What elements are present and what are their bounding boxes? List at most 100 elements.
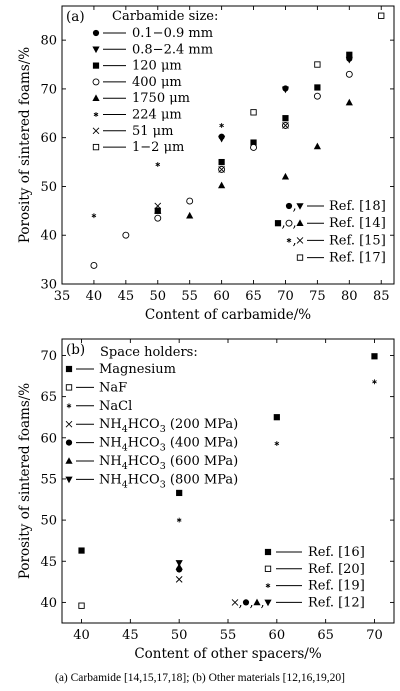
ref-entry-marker [285,202,293,210]
data-point-s1-shape [345,56,353,64]
legend-title: Carbamide size: [112,9,218,24]
x-tick-label: 50 [149,289,166,304]
ref-entry-marker-shape [286,238,292,242]
legend-marker [92,46,100,54]
ref-entry-marker [253,598,261,606]
data-point-s2-shape [346,51,353,58]
data-point-s7 [314,61,321,68]
x-axis-label: Content of other spacers/% [134,646,321,662]
x-tick-label: 85 [373,289,390,304]
y-axis-label: Porosity of sintered foams/% [17,47,33,243]
legend-marker-shape [92,127,100,135]
x-tick-label: 70 [277,289,294,304]
data-point-s3 [345,70,353,78]
data-point-s3 [154,214,162,222]
ref-entry-marker [285,219,293,227]
ref-entry-marker-shape [296,203,304,210]
data-point-s7-shape [250,109,257,116]
legend-label: 224 μm [132,108,182,123]
data-point-s5 [91,213,97,219]
data-point-s0 [273,414,280,421]
data-point-s2-shape [250,139,257,146]
legend-marker-shape [65,420,73,428]
y-tick-label: 45 [40,555,57,570]
data-point-s4 [218,181,226,189]
data-point-s2-shape [314,84,321,91]
ref-entry-marker [242,599,250,606]
data-point-s3 [250,143,257,151]
ref-entry-marker-shape [253,598,261,606]
legend-marker [92,29,100,37]
ref-label: Ref. [17] [329,251,386,266]
ref-entry-marker-shape [285,219,293,227]
ref-label: Ref. [20] [308,562,365,577]
data-point-s2 [218,158,225,166]
ref-entry-marker-shape [264,599,272,607]
ref-entry-marker-shape [264,548,272,556]
legend-label: 1−2 μm [132,140,184,155]
legend-marker-shape [92,29,100,37]
legend-marker [65,476,73,484]
x-tick-label: 60 [269,628,286,643]
y-tick-label: 70 [40,82,57,97]
legend-marker-shape [92,94,100,101]
legend-marker-shape [92,143,100,151]
data-point-s6 [154,202,162,210]
ref-entry-marker-shape [285,202,293,210]
ref-label: Ref. [12] [308,595,365,610]
data-point-s4-shape [186,211,194,219]
y-tick-label: 55 [40,472,57,487]
legend-marker [92,94,100,101]
y-tick-label: 50 [40,180,57,195]
data-point-s7 [378,12,385,19]
data-point-s2-shape [372,380,377,384]
x-tick-label: 70 [366,628,383,643]
chart-panel-a: 35 40 45 50 55 60 65 70 75 80 85 30 40 50 60 70 80 Conten… [17,5,395,323]
legend-marker [92,62,100,69]
ref-entry-marker [296,237,304,244]
data-point-s4 [186,211,194,219]
ref-entry-marker [264,599,272,607]
legend-label: NH4HCO3 (800 MPa) [99,472,238,490]
legend-label: 51 μm [132,124,173,139]
ref-entry-marker [265,583,271,588]
legend-marker [92,78,100,86]
data-point-s1-shape [281,86,290,94]
data-point-s2 [282,115,289,122]
data-point-s1 [78,602,85,609]
ref-entry-marker-shape [264,565,272,572]
y-tick-label: 60 [40,131,57,146]
x-tick-label: 35 [54,289,71,304]
data-point-s1-shape [218,135,226,143]
data-point-s6-shape [154,202,162,210]
legend-marker [66,403,72,409]
data-point-s6 [282,122,289,129]
data-point-s2 [176,517,182,523]
legend-marker-shape [92,46,100,54]
y-tick-label: 40 [40,229,57,244]
data-point-s6-shape [175,560,183,567]
legend-marker-shape [65,384,73,391]
x-tick-label: 40 [73,628,90,643]
legend-label: NaF [99,380,127,395]
legend-marker [65,420,73,428]
data-point-s2 [274,441,280,446]
data-point-s2 [346,51,353,58]
data-point-s0 [371,353,378,360]
ref-entry-marker-shape [296,237,304,244]
x-tick-label: 60 [213,289,230,304]
legend-marker [65,384,73,391]
x-tick-label: 65 [317,628,334,643]
x-tick-label: 75 [309,289,326,304]
data-point-s5 [219,123,224,128]
ref-entry-marker-shape [265,584,271,588]
data-point-s2 [250,139,257,146]
data-point-s3 [313,92,321,100]
data-point-s5 [155,162,161,167]
x-tick-label: 80 [341,289,358,304]
x-tick-label: 55 [220,628,237,643]
legend-marker-shape [65,439,73,446]
ref-entry-marker [296,219,304,226]
x-tick-label: 50 [171,628,188,643]
data-point-s4-shape [218,181,226,189]
